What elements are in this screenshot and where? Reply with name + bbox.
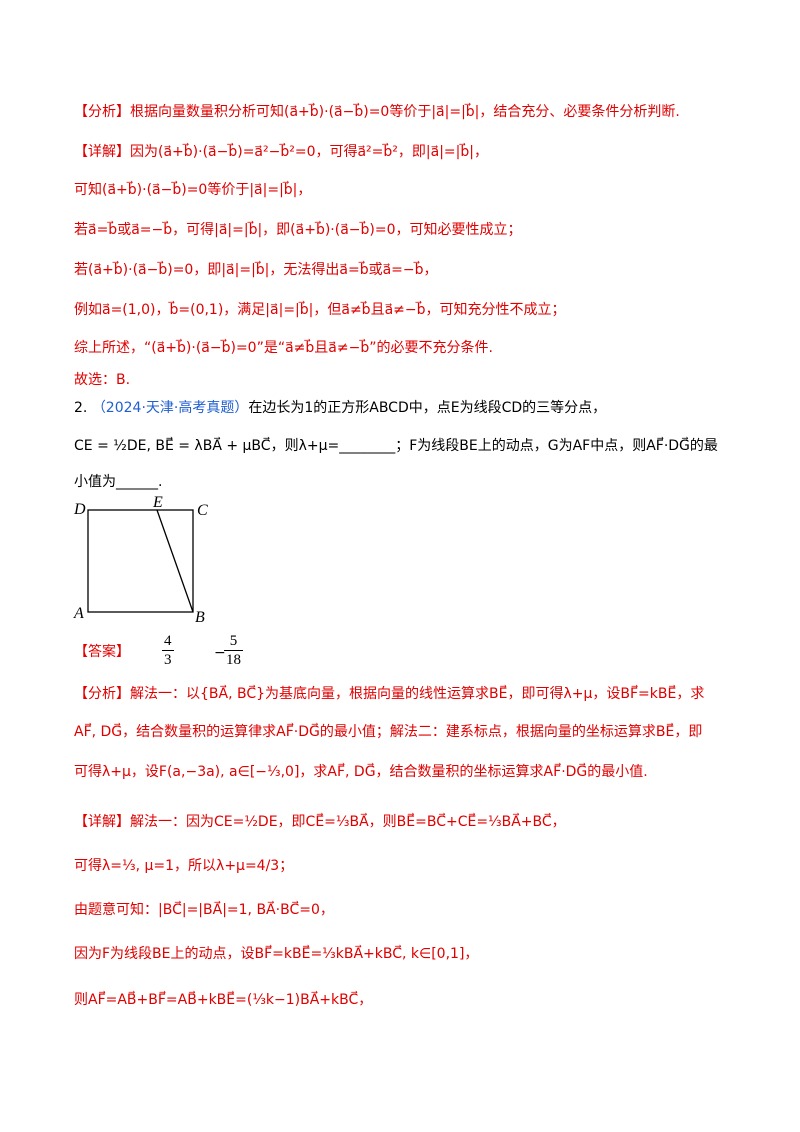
detail-line: 例如a⃗=(1,0)，b⃗=(0,1)，满足|a⃗|=|b⃗|，但a⃗≠b⃗且a… [74,302,566,318]
answer-fraction: 4 3 [162,632,174,669]
answer-label: 【答案】 [74,644,130,660]
detail-line: 综上所述，“(a⃗+b⃗)·(a⃗−b⃗)=0”是“a⃗≠b⃗且a⃗≠−b⃗”的… [74,340,493,356]
detail-line: 则AF⃗=AB⃗+BF⃗=AB⃗+kBE⃗=(⅓k−1)BA⃗+kBC⃗， [74,992,373,1008]
detail-line: 可知(a⃗+b⃗)·(a⃗−b⃗)=0等价于|a⃗|=|b⃗|， [74,182,312,198]
square [87,509,194,613]
choice: 故选：B. [74,372,131,388]
point-label: C [197,502,208,519]
detail-line: 若a⃗=b⃗或a⃗=−b⃗，可得|a⃗|=|b⃗|，即(a⃗+b⃗)·(a⃗−b… [74,222,522,238]
analysis-line: 【分析】解法一：以{BA⃗, BC⃗}为基底向量，根据向量的线性运算求BE⃗，即… [74,686,705,702]
answer-fraction: 5 18 [224,632,243,669]
problem-header: 2. （2024·天津·高考真题）在边长为1的正方形ABCD中，点E为线段CD的… [74,398,606,418]
numerator: 4 [162,633,174,651]
numerator: 5 [224,632,243,651]
detail-line: 【详解】因为(a⃗+b⃗)·(a⃗−b⃗)=a⃗²−b⃗²=0，可得a⃗²=b⃗… [74,144,488,160]
answer-sign: − [214,645,226,661]
point-label: E [152,494,163,511]
point-label: B [195,609,205,626]
detail-line: 若(a⃗+b⃗)·(a⃗−b⃗)=0，即|a⃗|=|b⃗|，无法得出a⃗=b⃗或… [74,262,438,278]
problem-number: 2. [74,400,88,416]
denominator: 18 [226,652,241,668]
stem-line: 小值为______. [74,474,163,490]
detail-line: 因为F为线段BE上的动点，设BF⃗=kBE⃗=⅓kBA⃗+kBC⃗, k∈[0,… [74,946,479,962]
segment-be [156,509,194,613]
analysis: 【分析】根据向量数量积分析可知(a⃗+b⃗)·(a⃗−b⃗)=0等价于|a⃗|=… [74,104,680,120]
stem-line: 在边长为1的正方形ABCD中，点E为线段CD的三等分点， [248,400,607,416]
detail-line: 【详解】解法一：因为CE=½DE，即CE⃗=⅓BA⃗，则BE⃗=BC⃗+CE⃗=… [74,814,566,830]
analysis-line: 可得λ+μ，设F(a,−3a), a∈[−⅓,0]，求AF⃗, DG⃗，结合数量… [74,764,648,780]
stem-line: CE = ½DE, BE⃗ = λBA⃗ + μBC⃗，则λ+μ=_______… [74,438,718,454]
denominator: 3 [164,652,172,668]
point-label: A [73,605,84,622]
figure: D E C A B [73,494,208,626]
detail-line: 可得λ=⅓, μ=1，所以λ+μ=4/3； [74,858,294,874]
analysis-line: AF⃗, DG⃗，结合数量积的运算律求AF⃗·DG⃗的最小值；解法二：建系标点，… [74,724,703,740]
point-label: D [73,501,86,518]
detail-line: 由题意可知：|BC⃗|=|BA⃗|=1, BA⃗·BC⃗=0， [74,902,334,918]
problem-source: （2024·天津·高考真题） [91,400,249,416]
